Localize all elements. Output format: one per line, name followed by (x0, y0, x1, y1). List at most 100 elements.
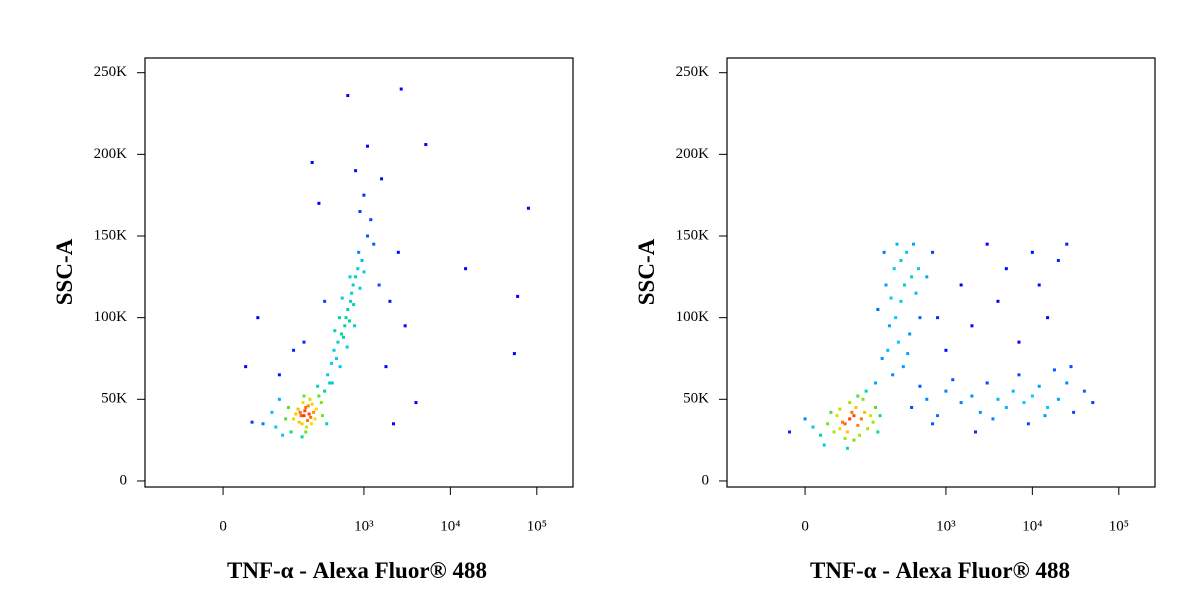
event-dot (874, 381, 878, 385)
event-dot (838, 427, 842, 431)
plot-frame (144, 57, 574, 488)
event-dot (1046, 316, 1050, 320)
event-dot (292, 417, 296, 421)
event-dot (349, 299, 353, 303)
event-dot (301, 401, 305, 405)
event-dot (832, 430, 836, 434)
event-dot (274, 425, 278, 429)
event-dot (936, 316, 940, 320)
event-dot (876, 307, 880, 311)
event-dot (399, 87, 403, 91)
event-dot (1026, 422, 1030, 426)
event-dot (464, 267, 468, 271)
event-dot (1065, 242, 1069, 246)
event-dot (424, 143, 428, 147)
event-dot (852, 438, 856, 442)
event-dot (819, 433, 823, 437)
event-dot (286, 405, 290, 409)
event-dot (959, 401, 963, 405)
event-dot (1052, 368, 1056, 372)
event-dot (959, 283, 963, 287)
y-tick-label: 150K (94, 227, 128, 243)
event-dot (835, 414, 839, 418)
event-dot (396, 250, 400, 254)
event-dot (863, 410, 867, 414)
event-dot (878, 414, 882, 418)
event-dot (304, 405, 308, 409)
y-tick-label: 100K (94, 309, 128, 325)
event-dot (304, 430, 308, 434)
event-dot (299, 414, 303, 418)
event-dot (319, 401, 323, 405)
event-dot (840, 420, 844, 424)
event-dot (343, 324, 347, 328)
event-dot (892, 267, 896, 271)
event-dot (848, 417, 852, 421)
event-dot (296, 407, 300, 411)
event-dot (899, 258, 903, 262)
event-dot (811, 425, 815, 429)
event-dot (307, 412, 311, 416)
event-dot (866, 427, 870, 431)
event-dot (305, 419, 309, 423)
y-axis-label: SSC-A (634, 238, 659, 305)
event-dot (277, 373, 281, 377)
event-dot (856, 423, 860, 427)
y-tick-label: 200K (676, 146, 710, 162)
event-dot (313, 417, 317, 421)
event-dot (314, 407, 318, 411)
event-dot (871, 420, 875, 424)
event-dot (848, 401, 852, 405)
event-dot (320, 414, 324, 418)
event-dot (788, 430, 792, 434)
event-dot (1043, 414, 1047, 418)
event-dot (931, 422, 935, 426)
event-dot (328, 381, 332, 385)
event-dot (951, 378, 955, 382)
event-dot (284, 417, 288, 421)
y-tick-label: 250K (94, 64, 128, 80)
event-dot (1069, 365, 1073, 369)
event-dot (874, 405, 878, 409)
event-dot (372, 242, 376, 246)
event-dot (297, 420, 301, 424)
event-dot (854, 405, 858, 409)
x-tick-label: 10⁵ (527, 518, 547, 534)
event-dot (261, 422, 265, 426)
y-axis-label: SSC-A (52, 238, 77, 305)
event-dot (944, 348, 948, 352)
event-dot (859, 417, 863, 421)
x-tick-label: 10⁵ (1109, 518, 1129, 534)
event-dot (868, 414, 872, 418)
event-dot (822, 443, 826, 447)
event-dot (918, 384, 922, 388)
event-dot (1022, 401, 1026, 405)
y-tick-label: 150K (676, 227, 710, 243)
event-dot (1046, 405, 1050, 409)
event-dot (323, 389, 327, 393)
event-dot (896, 340, 900, 344)
event-dot (281, 433, 285, 437)
event-dot (306, 404, 310, 408)
x-axis-label: TNF-α - Alexa Fluor® 488 (227, 558, 487, 583)
event-dot (365, 234, 369, 238)
event-dot (887, 324, 891, 328)
event-dot (403, 324, 407, 328)
event-dot (244, 365, 248, 369)
event-dot (845, 446, 849, 450)
y-tick-label: 0 (120, 472, 128, 488)
event-dot (356, 267, 360, 271)
event-dot (803, 417, 807, 421)
event-dot (300, 435, 304, 439)
event-dot (358, 286, 362, 290)
event-dot (936, 414, 940, 418)
x-tick-label: 10⁴ (440, 518, 460, 534)
event-dot (365, 144, 369, 148)
event-dot (843, 436, 847, 440)
x-axis-label: TNF-α - Alexa Fluor® 488 (810, 558, 1070, 583)
event-dot (308, 397, 312, 401)
event-dot (362, 270, 366, 274)
event-dot (1017, 373, 1021, 377)
event-dot (289, 430, 293, 434)
x-tick-label: 10⁴ (1022, 518, 1042, 534)
